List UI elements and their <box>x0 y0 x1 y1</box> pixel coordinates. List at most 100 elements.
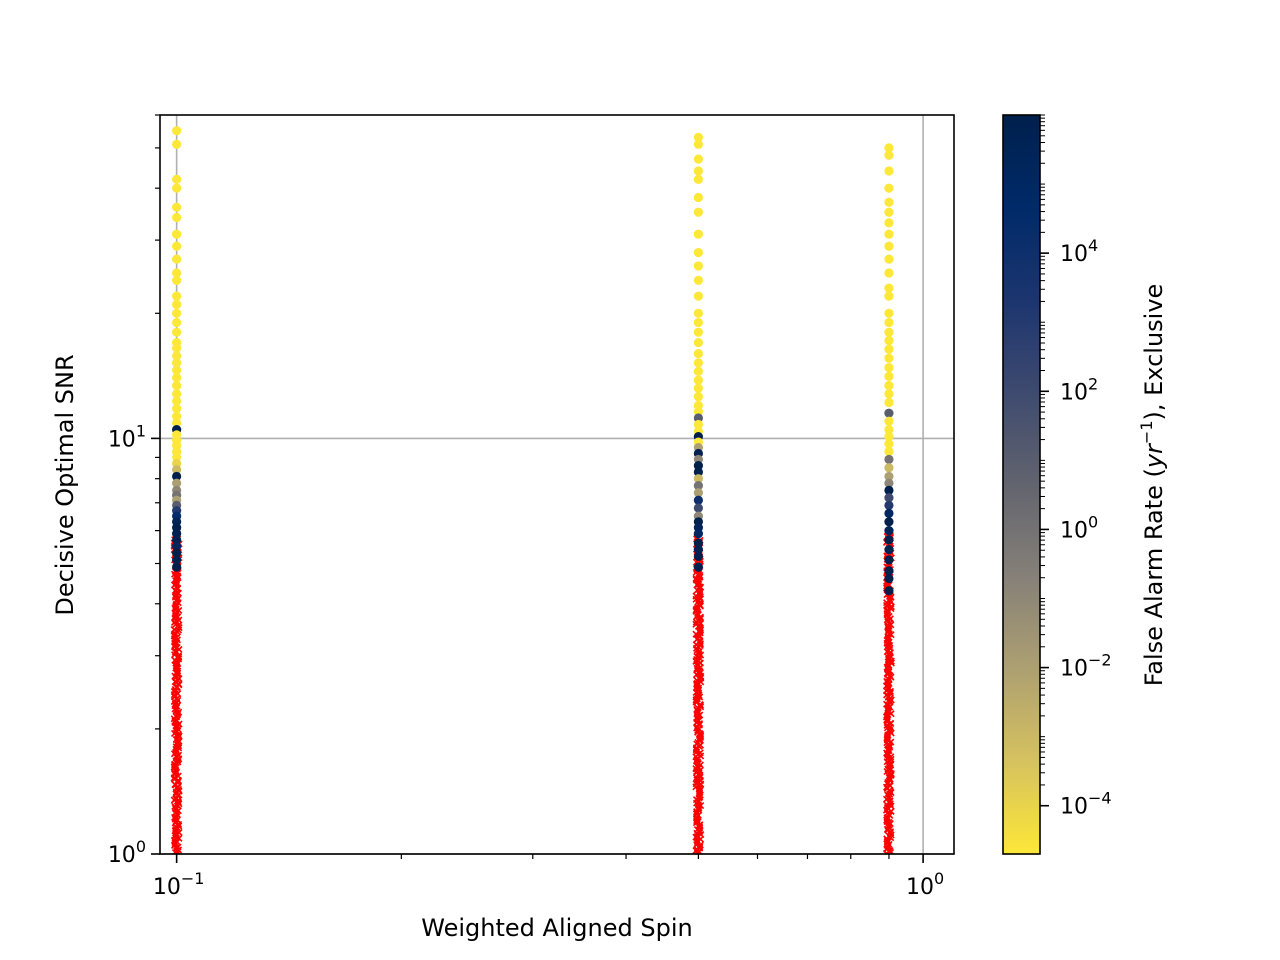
found-injection-point <box>884 471 894 482</box>
found-injection-point <box>172 327 182 337</box>
x-tick-label: 100 <box>906 869 944 900</box>
x-tick-label: 10−1 <box>153 869 205 900</box>
missed-injection-marker <box>886 689 894 697</box>
found-injection-point <box>693 139 703 149</box>
colorbar-frame <box>1002 114 1041 855</box>
plot-frame <box>159 114 955 855</box>
found-injection-point <box>693 366 703 376</box>
found-injection-point <box>693 154 703 164</box>
found-injection-point <box>693 229 703 239</box>
found-injection-point <box>172 389 182 399</box>
found-injection-point <box>884 439 894 449</box>
found-injection-point <box>884 454 894 465</box>
found-injection-point <box>884 545 894 555</box>
found-injection-point <box>172 555 182 565</box>
found-injection-point <box>172 317 182 328</box>
colorbar-tick-label: 10−2 <box>1060 651 1112 682</box>
found-injection-point <box>172 299 182 310</box>
found-injection-point <box>693 538 703 548</box>
colorbar-tick-label: 102 <box>1060 374 1098 405</box>
found-injection-point <box>884 478 894 488</box>
colorbar-tick-label: 104 <box>1060 236 1098 267</box>
found-injection-point <box>884 485 894 495</box>
found-injection-point <box>172 254 182 264</box>
found-injection-point <box>172 343 182 353</box>
found-injection-point <box>172 202 182 212</box>
found-injection-point <box>884 353 894 363</box>
found-injection-point <box>884 526 894 536</box>
found-injection-point <box>172 139 182 149</box>
y-axis-label: Decisive Optimal SNR <box>51 354 79 615</box>
found-injection-point <box>884 283 894 293</box>
found-injection-point <box>693 207 703 217</box>
found-injection-point <box>884 183 894 193</box>
found-injection-point <box>884 143 894 153</box>
found-injection-point <box>884 446 894 457</box>
found-injection-point <box>884 327 894 337</box>
found-injection-point <box>172 380 182 391</box>
found-injection-point <box>693 480 703 491</box>
found-injection-point <box>172 212 182 223</box>
found-injection-point <box>172 373 182 383</box>
found-injection-point <box>693 317 703 328</box>
found-injection-point <box>172 548 182 558</box>
found-injection-point <box>884 424 894 435</box>
found-injection-point <box>693 338 703 348</box>
colorbar-tick-label: 10−4 <box>1060 789 1112 820</box>
found-injection-point <box>172 465 182 475</box>
found-injection-point <box>693 474 703 484</box>
y-tick-label: 101 <box>108 421 146 452</box>
found-injection-point <box>884 586 894 596</box>
found-injection-point <box>693 551 703 562</box>
found-injection-point <box>884 241 894 251</box>
found-injection-point <box>172 411 182 421</box>
found-injection-point <box>884 166 894 176</box>
found-injection-point <box>693 192 703 203</box>
colorbar-gradient <box>1003 115 1040 854</box>
found-injection-point <box>884 416 894 426</box>
found-injection-point <box>884 555 894 565</box>
found-injection-point <box>693 495 703 505</box>
found-injection-point <box>884 197 894 207</box>
found-injection-point <box>693 308 703 318</box>
found-injection-point <box>693 375 703 385</box>
found-injection-point <box>884 463 894 473</box>
found-injection-point <box>884 408 894 418</box>
found-injection-point <box>884 566 894 576</box>
found-injection-point <box>172 241 182 251</box>
found-injection-point <box>172 471 182 482</box>
found-injection-point <box>884 317 894 328</box>
found-injection-point <box>884 371 894 381</box>
found-injection-point <box>884 229 894 239</box>
found-injection-point <box>693 132 703 142</box>
found-injection-point <box>172 396 182 406</box>
found-injection-point <box>884 500 894 510</box>
found-injection-point <box>884 335 894 346</box>
found-injection-point <box>172 562 182 572</box>
found-injection-point <box>693 419 703 430</box>
found-injection-point <box>693 291 703 301</box>
found-injection-point <box>172 358 182 368</box>
found-injection-point <box>172 174 182 184</box>
found-injection-point <box>172 291 182 301</box>
scatter-marks <box>170 126 895 854</box>
found-injection-point <box>693 529 703 539</box>
found-injection-point <box>693 166 703 176</box>
found-injection-point <box>693 348 703 359</box>
colorbar-ticks: 10−4 10−2 100 102 104 <box>1040 114 1112 820</box>
colorbar-tick-label: 100 <box>1060 512 1098 543</box>
found-injection-point <box>884 508 894 518</box>
missed-injection-marker <box>695 806 703 814</box>
grid-lines <box>160 115 954 855</box>
found-injection-point <box>884 150 894 160</box>
found-injection-point <box>693 562 703 572</box>
found-injection-point <box>693 247 703 258</box>
found-injection-point <box>693 467 703 477</box>
found-injection-point <box>884 573 894 584</box>
found-injection-point <box>884 207 894 217</box>
found-injection-point <box>693 275 703 285</box>
found-injection-point <box>884 363 894 373</box>
found-injection-point <box>884 535 894 545</box>
